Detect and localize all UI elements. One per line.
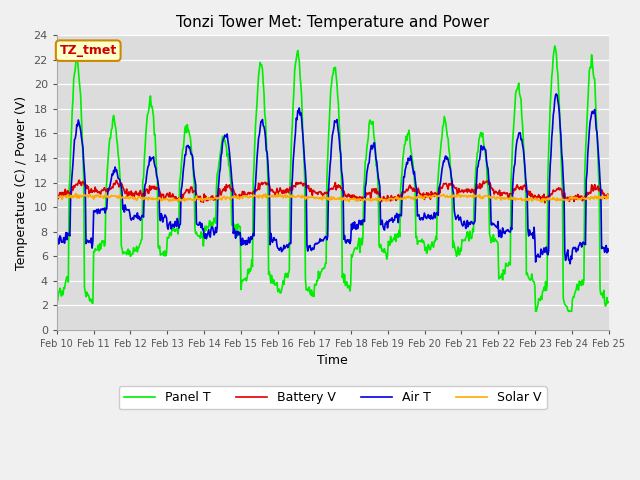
Solar V	[205, 196, 213, 202]
Battery V	[177, 196, 184, 202]
Line: Battery V: Battery V	[57, 180, 609, 203]
Title: Tonzi Tower Met: Temperature and Power: Tonzi Tower Met: Temperature and Power	[176, 15, 489, 30]
Panel T	[605, 299, 612, 305]
Legend: Panel T, Battery V, Air T, Solar V: Panel T, Battery V, Air T, Solar V	[119, 386, 547, 409]
Air T	[605, 249, 612, 254]
Battery V	[63, 191, 70, 196]
Battery V	[401, 190, 408, 195]
Solar V	[401, 194, 408, 200]
Solar V	[605, 195, 612, 201]
Solar V	[537, 199, 545, 205]
Air T	[400, 174, 408, 180]
Battery V	[120, 189, 128, 194]
Panel T	[176, 179, 184, 185]
Solar V	[102, 191, 110, 196]
Solar V	[417, 193, 424, 199]
Panel T	[120, 249, 127, 255]
Air T	[205, 227, 212, 232]
Battery V	[605, 194, 612, 200]
Solar V	[177, 198, 184, 204]
Battery V	[541, 200, 548, 205]
Panel T	[400, 149, 408, 155]
Solar V	[63, 192, 70, 198]
Air T	[552, 91, 560, 97]
Line: Panel T: Panel T	[57, 46, 609, 312]
Battery V	[205, 196, 213, 202]
Panel T	[551, 43, 559, 49]
Line: Solar V: Solar V	[57, 193, 609, 202]
Panel T	[205, 224, 212, 230]
Panel T	[416, 238, 424, 244]
Air T	[566, 261, 574, 266]
Panel T	[63, 274, 70, 279]
Battery V	[417, 191, 424, 196]
Panel T	[53, 300, 61, 306]
Air T	[53, 237, 61, 243]
Solar V	[120, 195, 128, 201]
Air T	[120, 203, 127, 208]
Text: TZ_tmet: TZ_tmet	[60, 44, 117, 57]
Solar V	[53, 195, 61, 201]
Air T	[176, 222, 184, 228]
Y-axis label: Temperature (C) / Power (V): Temperature (C) / Power (V)	[15, 96, 28, 270]
Battery V	[53, 192, 61, 197]
Air T	[63, 237, 70, 242]
X-axis label: Time: Time	[317, 354, 348, 367]
Line: Air T: Air T	[57, 94, 609, 264]
Panel T	[532, 309, 540, 314]
Air T	[416, 216, 424, 222]
Battery V	[76, 177, 83, 183]
